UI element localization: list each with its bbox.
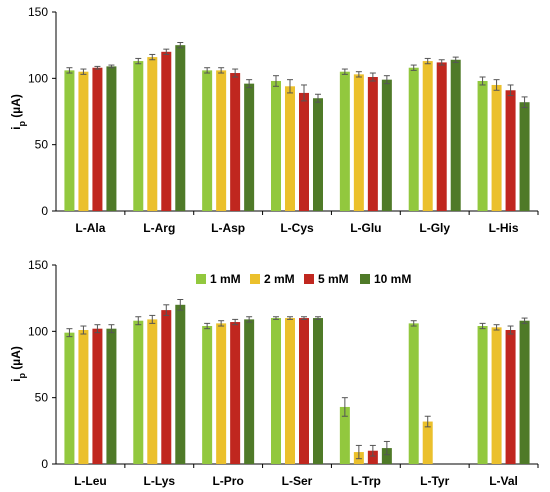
bar [271,318,281,464]
bar [271,80,281,211]
bar [64,332,75,464]
y-tick-label: 100 [28,71,48,85]
legend-label: 5 mM [318,272,349,286]
bar [147,319,158,464]
bar [505,330,516,464]
x-category-label: L-Trp [351,474,381,488]
legend-item: 2 mM [250,272,295,286]
bar [175,45,186,211]
bar [244,83,255,211]
legend-swatch [250,274,260,284]
bar [422,421,433,464]
bar [230,73,241,211]
chart-panel-2: 0 50 100 150 ip (µA) L-Leu L-Lys L-Pro L-Ser L-Tr… [9,258,539,488]
chart-panel-1: 0 50 100 150 ip (µA) L-Ala L-Arg L-Asp L-Cys L-Gl… [9,5,539,235]
bar [519,102,530,211]
x-category-label: L-Ala [75,221,105,235]
bar [299,318,309,464]
bar [408,67,419,211]
bar [313,98,323,211]
bar [367,450,378,464]
bar [92,67,103,211]
bar [78,71,89,211]
bar [106,328,117,464]
x-category-label: L-His [489,221,519,235]
bar [216,323,227,464]
bar [491,327,502,464]
x-category-label: L-Asp [211,221,245,235]
legend-label: 1 mM [210,272,241,286]
y-tick-label: 50 [35,391,49,405]
bar [422,61,433,211]
bar [106,66,117,211]
x-category-label: L-Gly [419,221,450,235]
x-category-label: L-Val [489,474,518,488]
x-category-label: L-Lys [144,474,176,488]
bar [339,71,350,211]
bar [133,320,144,464]
y-tick-label: 100 [28,324,48,338]
y-tick-label: 150 [28,258,48,272]
bar [230,322,241,464]
bar [285,86,295,211]
bar [491,84,502,211]
bar [216,70,227,211]
bar [408,323,419,464]
legend-swatch [304,274,314,284]
x-category-label: L-Arg [143,221,175,235]
y-tick-label: 50 [35,138,49,152]
bar [477,326,488,464]
legend-item: 1 mM [196,272,241,286]
bar [161,51,172,211]
y-tick-label: 150 [28,5,48,19]
bar [505,90,516,211]
legend-item: 10 mM [360,272,411,286]
bar [313,318,323,464]
bar [450,59,461,212]
bar [381,448,392,464]
bar [519,320,530,464]
bar [436,62,447,212]
x-category-label: L-Cys [280,221,314,235]
bar [353,74,364,211]
bar [161,310,172,464]
legend-swatch [196,274,206,284]
legend-item: 5 mM [304,272,349,286]
x-category-label: L-Ser [282,474,313,488]
bar [175,304,186,464]
x-category-label: L-Leu [74,474,107,488]
bar [64,70,75,211]
bar [78,330,89,464]
x-category-label: L-Tyr [420,474,449,488]
legend-label: 10 mM [374,272,411,286]
bar [299,92,309,211]
bar [367,77,378,211]
y-axis-label: ip (µA) [9,346,27,382]
legend-label: 2 mM [264,272,295,286]
bar [133,61,144,211]
bar [285,318,295,464]
bar [202,326,213,464]
bar [339,406,350,464]
x-category-label: L-Glu [350,221,381,235]
bar [244,319,255,464]
bar [202,70,213,211]
bar [477,80,488,211]
legend: 1 mM 2 mM 5 mM 10 mM [196,272,411,286]
legend-swatch [360,274,370,284]
y-tick-label: 0 [41,204,48,218]
x-category-label: L-Pro [212,474,243,488]
bar [92,328,103,464]
bar [147,57,158,212]
bar [381,79,392,211]
y-tick-label: 0 [41,457,48,471]
y-axis-label: ip (µA) [9,94,27,130]
